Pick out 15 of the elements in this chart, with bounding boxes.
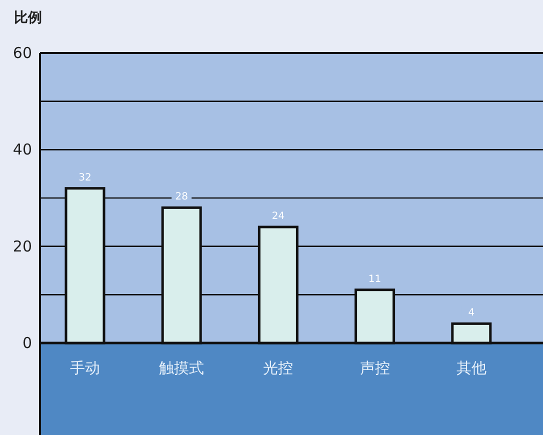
x-tick-label: 其他	[456, 359, 486, 377]
data-label: 32	[78, 172, 92, 184]
y-axis-title: 比例	[14, 10, 42, 26]
data-label: 4	[468, 308, 475, 319]
y-tick-label: 20	[12, 237, 32, 256]
x-tick-label: 手动	[70, 359, 100, 377]
data-label: 28	[175, 192, 188, 203]
data-label: 11	[368, 274, 382, 285]
y-tick-label: 60	[12, 44, 32, 62]
x-tick-label: 声控	[360, 359, 390, 377]
y-tick-label: 0	[22, 334, 32, 352]
x-tick-label: 光控	[263, 359, 294, 377]
y-tick-label: 40	[12, 140, 32, 159]
x-tick-label: 触摸式	[159, 359, 204, 377]
data-label: 24	[272, 211, 285, 222]
